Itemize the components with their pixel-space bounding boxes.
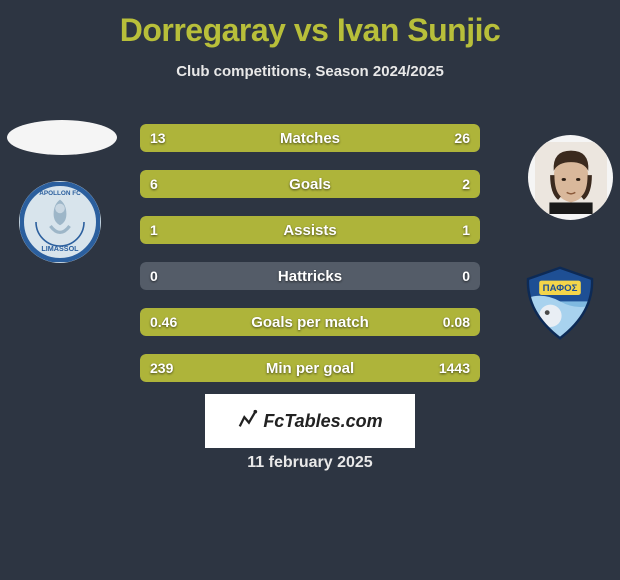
player-left-club-badge: LIMASSOL APOLLON FC <box>19 181 101 263</box>
stat-label: Assists <box>140 216 480 244</box>
watermark-text: FcTables.com <box>263 411 382 432</box>
comparison-bars: 1326Matches 62Goals 11Assists 00Hattricks 0.… <box>140 124 480 400</box>
stat-label: Goals per match <box>140 308 480 336</box>
watermark-badge: FcTables.com <box>205 394 415 448</box>
svg-text:LIMASSOL: LIMASSOL <box>41 244 79 253</box>
apollon-badge-icon: LIMASSOL APOLLON FC <box>20 182 100 262</box>
stat-row: 0.460.08Goals per match <box>140 308 480 336</box>
pafos-badge-icon: ΠΑΦΟΣ <box>520 263 600 343</box>
stat-label: Hattricks <box>140 262 480 290</box>
infographic-date: 11 february 2025 <box>0 454 620 472</box>
fctables-logo-icon <box>237 408 259 435</box>
stat-label: Min per goal <box>140 354 480 382</box>
player-right-club-badge: ΠΑΦΟΣ <box>519 262 601 344</box>
svg-text:ΠΑΦΟΣ: ΠΑΦΟΣ <box>543 283 578 294</box>
player-face-icon <box>535 142 607 214</box>
player-left-avatar <box>7 120 117 155</box>
stat-row: 11Assists <box>140 216 480 244</box>
svg-text:APOLLON FC: APOLLON FC <box>39 190 81 197</box>
infographic-card: Dorregaray vs Ivan Sunjic Club competiti… <box>0 0 620 580</box>
stat-row: 00Hattricks <box>140 262 480 290</box>
stat-row: 1326Matches <box>140 124 480 152</box>
page-subtitle: Club competitions, Season 2024/2025 <box>0 63 620 80</box>
stat-row: 62Goals <box>140 170 480 198</box>
stat-label: Goals <box>140 170 480 198</box>
stat-row: 2391443Min per goal <box>140 354 480 382</box>
stat-label: Matches <box>140 124 480 152</box>
page-title: Dorregaray vs Ivan Sunjic <box>0 0 620 49</box>
player-right-avatar <box>528 135 613 220</box>
